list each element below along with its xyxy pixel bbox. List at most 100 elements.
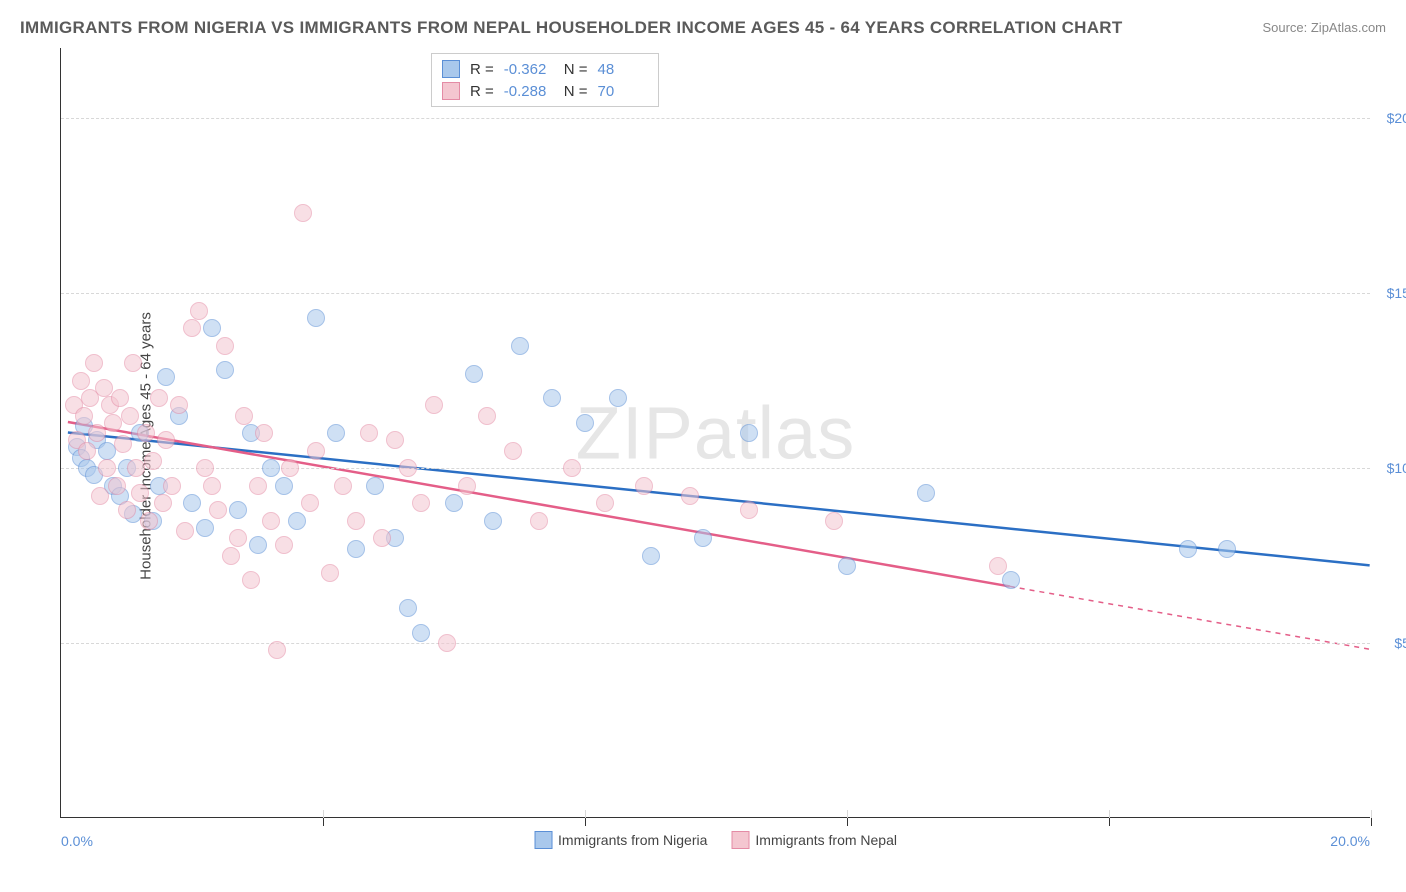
data-point bbox=[399, 459, 417, 477]
data-point bbox=[1218, 540, 1236, 558]
data-point bbox=[131, 484, 149, 502]
data-point bbox=[412, 624, 430, 642]
data-point bbox=[321, 564, 339, 582]
data-point bbox=[235, 407, 253, 425]
data-point bbox=[176, 522, 194, 540]
x-tick-inner bbox=[1371, 810, 1372, 818]
data-point bbox=[154, 494, 172, 512]
data-point bbox=[203, 477, 221, 495]
data-point bbox=[576, 414, 594, 432]
data-point bbox=[307, 442, 325, 460]
x-axis-min-label: 0.0% bbox=[61, 833, 93, 849]
data-point bbox=[386, 431, 404, 449]
trend-line bbox=[68, 422, 1010, 586]
legend-series: Immigrants from Nigeria Immigrants from … bbox=[534, 831, 897, 849]
data-point bbox=[373, 529, 391, 547]
data-point bbox=[196, 459, 214, 477]
data-point bbox=[740, 501, 758, 519]
data-point bbox=[425, 396, 443, 414]
x-tick bbox=[1371, 818, 1372, 826]
data-point bbox=[183, 319, 201, 337]
data-point bbox=[1002, 571, 1020, 589]
data-point bbox=[347, 512, 365, 530]
data-point bbox=[366, 477, 384, 495]
chart-title: IMMIGRANTS FROM NIGERIA VS IMMIGRANTS FR… bbox=[20, 18, 1123, 38]
x-tick-inner bbox=[585, 810, 586, 818]
data-point bbox=[114, 435, 132, 453]
n-value: 70 bbox=[598, 83, 648, 100]
data-point bbox=[222, 547, 240, 565]
data-point bbox=[157, 368, 175, 386]
data-point bbox=[209, 501, 227, 519]
r-value: -0.288 bbox=[504, 83, 554, 100]
data-point bbox=[255, 424, 273, 442]
x-tick bbox=[847, 818, 848, 826]
data-point bbox=[825, 512, 843, 530]
data-point bbox=[294, 204, 312, 222]
data-point bbox=[511, 337, 529, 355]
data-point bbox=[262, 459, 280, 477]
data-point bbox=[281, 459, 299, 477]
data-point bbox=[98, 459, 116, 477]
data-point bbox=[504, 442, 522, 460]
data-point bbox=[216, 337, 234, 355]
data-point bbox=[75, 407, 93, 425]
data-point bbox=[78, 442, 96, 460]
data-point bbox=[484, 512, 502, 530]
data-point bbox=[170, 396, 188, 414]
trend-line-dashed bbox=[1010, 586, 1370, 649]
data-point bbox=[163, 477, 181, 495]
x-tick bbox=[1109, 818, 1110, 826]
data-point bbox=[307, 309, 325, 327]
y-tick-label: $50,000 bbox=[1394, 635, 1406, 651]
data-point bbox=[150, 389, 168, 407]
data-point bbox=[121, 407, 139, 425]
data-point bbox=[301, 494, 319, 512]
data-point bbox=[642, 547, 660, 565]
legend-swatch bbox=[731, 831, 749, 849]
n-label: N = bbox=[564, 83, 588, 100]
data-point bbox=[190, 302, 208, 320]
data-point bbox=[127, 459, 145, 477]
legend-series-label: Immigrants from Nigeria bbox=[558, 832, 707, 848]
data-point bbox=[635, 477, 653, 495]
data-point bbox=[183, 494, 201, 512]
x-tick bbox=[585, 818, 586, 826]
legend-series-item: Immigrants from Nigeria bbox=[534, 831, 707, 849]
legend-series-item: Immigrants from Nepal bbox=[731, 831, 897, 849]
data-point bbox=[88, 424, 106, 442]
legend-correlation: R = -0.362 N = 48 R = -0.288 N = 70 bbox=[431, 53, 659, 107]
n-value: 48 bbox=[598, 61, 648, 78]
data-point bbox=[334, 477, 352, 495]
data-point bbox=[203, 319, 221, 337]
data-point bbox=[196, 519, 214, 537]
data-point bbox=[124, 354, 142, 372]
data-point bbox=[478, 407, 496, 425]
data-point bbox=[399, 599, 417, 617]
r-value: -0.362 bbox=[504, 61, 554, 78]
data-point bbox=[530, 512, 548, 530]
data-point bbox=[262, 512, 280, 530]
data-point bbox=[72, 372, 90, 390]
legend-series-label: Immigrants from Nepal bbox=[755, 832, 897, 848]
data-point bbox=[917, 484, 935, 502]
data-point bbox=[989, 557, 1007, 575]
data-point bbox=[98, 442, 116, 460]
data-point bbox=[137, 424, 155, 442]
data-point bbox=[465, 365, 483, 383]
data-point bbox=[458, 477, 476, 495]
source-label: Source: ZipAtlas.com bbox=[1262, 20, 1386, 35]
data-point bbox=[412, 494, 430, 512]
gridline-h bbox=[61, 468, 1370, 469]
data-point bbox=[249, 536, 267, 554]
data-point bbox=[104, 414, 122, 432]
gridline-h bbox=[61, 643, 1370, 644]
data-point bbox=[85, 354, 103, 372]
legend-stat-row: R = -0.288 N = 70 bbox=[442, 80, 648, 102]
data-point bbox=[609, 389, 627, 407]
data-point bbox=[347, 540, 365, 558]
data-point bbox=[144, 452, 162, 470]
data-point bbox=[157, 431, 175, 449]
x-tick-inner bbox=[1109, 810, 1110, 818]
data-point bbox=[1179, 540, 1197, 558]
